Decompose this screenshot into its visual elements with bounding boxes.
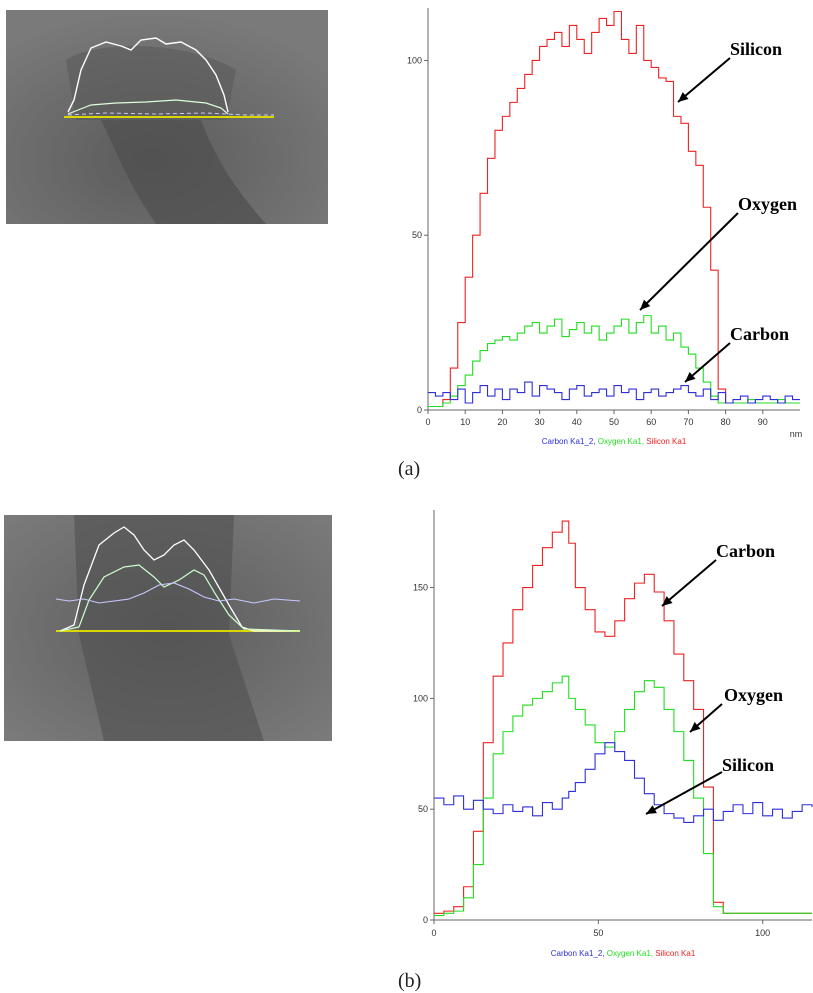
sem-image-b bbox=[4, 515, 332, 741]
annotation-silicon: Silicon bbox=[722, 755, 774, 775]
series-line-carbon bbox=[434, 742, 813, 824]
x-unit-label: nm bbox=[790, 429, 803, 439]
x-tick-label: 70 bbox=[683, 417, 693, 427]
series-line-silicon bbox=[428, 10, 800, 408]
y-tick-label: 100 bbox=[407, 55, 422, 65]
annotation-oxygen: Oxygen bbox=[738, 194, 797, 214]
y-tick-label: 150 bbox=[413, 583, 428, 593]
legend-entry: Carbon Ka1_2, bbox=[542, 437, 598, 446]
x-tick-label: 10 bbox=[460, 417, 470, 427]
arrow-head bbox=[690, 722, 701, 732]
series-line-carbon bbox=[428, 381, 800, 404]
legend: Carbon Ka1_2, Oxygen Ka1, Silicon Ka1 bbox=[551, 949, 696, 958]
annotation-carbon: Carbon bbox=[730, 324, 789, 344]
arrow-head bbox=[662, 596, 673, 606]
y-tick-label: 0 bbox=[423, 915, 428, 925]
arrow-head bbox=[685, 372, 696, 382]
annotation-arrow bbox=[639, 212, 739, 311]
legend-entry: Carbon Ka1_2, bbox=[551, 949, 607, 958]
x-tick-label: 30 bbox=[535, 417, 545, 427]
series-line-silicon bbox=[434, 520, 812, 914]
panel-b: 0 50 100 150 0 50 100 Carbon Ka1_2, Oxygen Ka1,… bbox=[0, 500, 813, 993]
x-tick-label: 90 bbox=[758, 417, 768, 427]
y-tick-label: 100 bbox=[413, 693, 428, 703]
series-line-oxygen bbox=[434, 675, 812, 917]
legend-entry: Oxygen Ka1, bbox=[598, 437, 646, 446]
x-tick-label: 0 bbox=[431, 928, 436, 938]
arrow-head bbox=[640, 299, 651, 310]
legend-entry: Silicon Ka1 bbox=[646, 437, 687, 446]
arrow-head bbox=[678, 92, 689, 102]
series-line-oxygen bbox=[428, 315, 800, 408]
legend-entry: Oxygen Ka1, bbox=[607, 949, 655, 958]
sem-image-a bbox=[6, 10, 328, 224]
y-tick-label: 50 bbox=[412, 230, 422, 240]
y-tick-label: 50 bbox=[418, 804, 428, 814]
annotation-carbon: Carbon bbox=[716, 541, 775, 561]
x-tick-label: 50 bbox=[593, 928, 603, 938]
chart-b: 0 50 100 150 0 50 100 Carbon Ka1_2, Oxygen Ka1,… bbox=[413, 510, 813, 958]
annotation-arrow bbox=[645, 771, 723, 815]
x-tick-label: 50 bbox=[609, 417, 619, 427]
panel-label-b: (b) bbox=[398, 970, 422, 992]
legend: Carbon Ka1_2, Oxygen Ka1, Silicon Ka1 bbox=[542, 437, 687, 446]
x-tick-label: 80 bbox=[721, 417, 731, 427]
x-tick-label: 100 bbox=[755, 928, 770, 938]
panel-a: 0 50 100 0 10 20 30 40 50 60 70 80 90 nm Carbon Ka1_2,… bbox=[6, 8, 803, 480]
annotation-arrow bbox=[677, 57, 731, 103]
chart-a: 0 50 100 0 10 20 30 40 50 60 70 80 90 nm Carbon Ka1_2,… bbox=[407, 8, 803, 446]
arrow-head bbox=[646, 805, 657, 814]
annotation-silicon: Silicon bbox=[730, 39, 782, 59]
x-tick-label: 60 bbox=[646, 417, 656, 427]
x-tick-label: 40 bbox=[572, 417, 582, 427]
y-tick-label: 0 bbox=[417, 405, 422, 415]
annotation-oxygen: Oxygen bbox=[724, 685, 783, 705]
legend-entry: Silicon Ka1 bbox=[655, 949, 696, 958]
panel-label-a: (a) bbox=[398, 458, 421, 480]
x-tick-label: 20 bbox=[497, 417, 507, 427]
x-tick-label: 0 bbox=[425, 417, 430, 427]
annotation-arrow bbox=[661, 559, 717, 607]
